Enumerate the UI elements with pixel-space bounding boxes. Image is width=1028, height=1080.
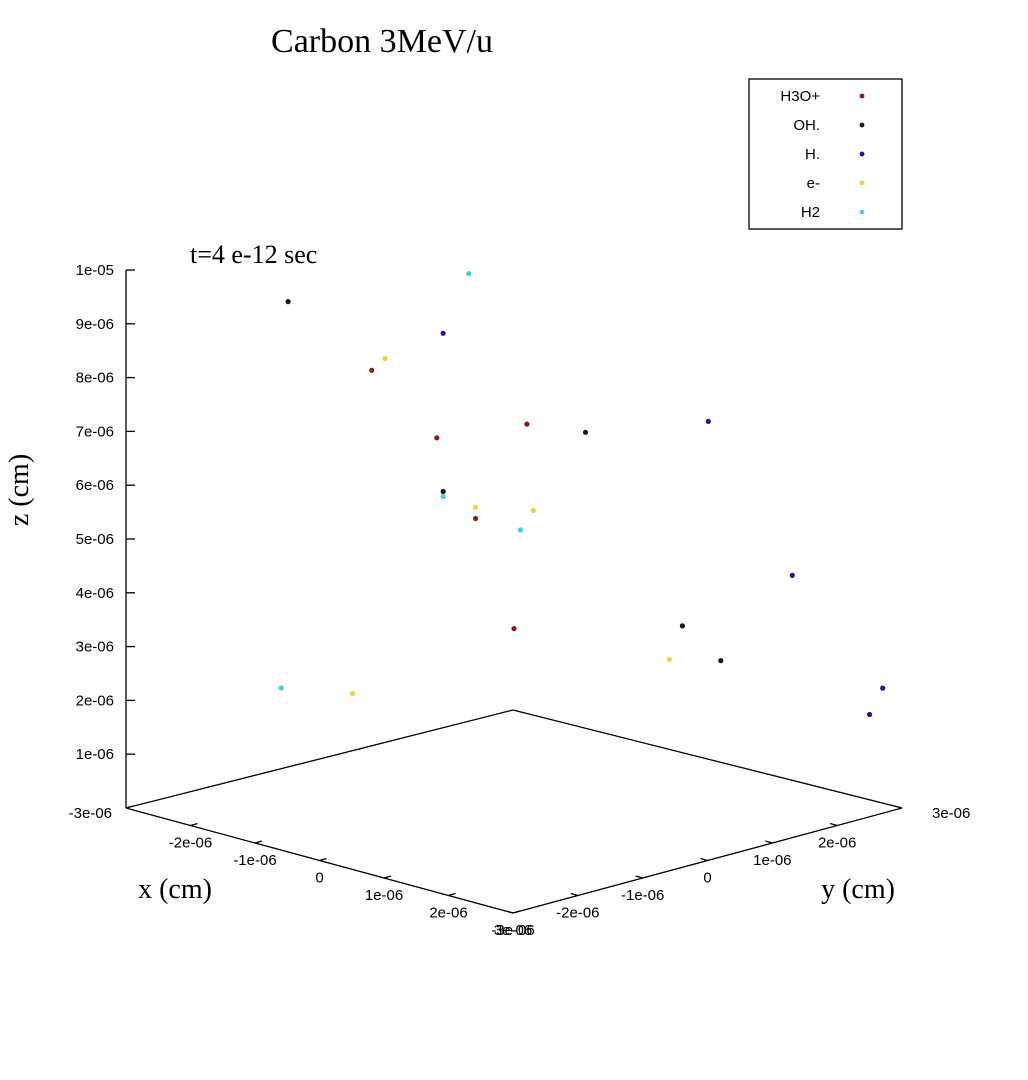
y-tick-label: -2e-06: [556, 905, 599, 922]
z-tick-label: 2e-06: [76, 692, 114, 709]
y-tick-label: 1e-06: [753, 852, 791, 869]
x-tick-label: 0: [315, 870, 323, 887]
data-point: [679, 623, 686, 629]
floor-edge-back-right: [512, 709, 903, 809]
legend-label: H3O+: [780, 88, 820, 105]
z-tick-label: 7e-06: [76, 423, 114, 440]
y-tick-label: -3e-06: [491, 922, 534, 939]
data-point: [530, 507, 537, 513]
data-point: [285, 299, 291, 305]
x-tick-mark: [125, 805, 134, 809]
legend-marker: [859, 122, 865, 128]
data-point: [440, 494, 446, 500]
data-point: [524, 421, 530, 427]
data-point: [789, 572, 795, 579]
y-tick-mark: [570, 892, 579, 897]
data-point: [705, 418, 711, 424]
y-tick-mark: [505, 910, 514, 914]
legend-items: H3O+ OH. H. e- H2: [780, 88, 865, 221]
z-tick-label: 5e-06: [76, 531, 114, 548]
z-tick-label: 6e-06: [76, 477, 114, 494]
x-tick-label: 1e-06: [365, 887, 403, 904]
x-tick-label: 3e-06: [494, 922, 532, 939]
legend-marker: [859, 209, 865, 215]
ticks-layer: 1e-06 2e-06 3e-06 4e-06 5e-06 6e-06 7e-06 8e-06…: [69, 262, 971, 939]
data-point: [718, 658, 724, 664]
y-tick-label: -1e-06: [621, 887, 664, 904]
legend-label: H2: [801, 204, 820, 221]
x-tick-mark: [512, 910, 521, 914]
y-tick-mark: [765, 840, 773, 844]
data-point: [517, 527, 524, 533]
data-point: [472, 504, 479, 511]
x-tick-mark: [383, 875, 392, 879]
axes-frame: [125, 270, 903, 914]
z-tick-label: 8e-06: [76, 370, 114, 387]
data-point: [582, 429, 589, 435]
floor-edge-back-left: [125, 709, 514, 809]
y-axis-label: y (cm): [821, 874, 895, 905]
z-tick-label: 1e-05: [76, 262, 114, 279]
x-tick-label: -2e-06: [169, 835, 212, 852]
data-point: [880, 685, 886, 691]
y-tick-label: 3e-06: [932, 805, 970, 822]
y-tick-label: 2e-06: [818, 835, 856, 852]
chart-title: Carbon 3MeV/u: [271, 23, 493, 60]
data-point: [867, 711, 873, 718]
legend-label: OH.: [793, 117, 820, 134]
data-point: [666, 656, 672, 663]
y-tick-mark: [700, 857, 708, 862]
data-point: [473, 515, 479, 522]
x-tick-label: -3e-06: [69, 805, 112, 822]
legend-label: e-: [807, 175, 820, 192]
x-tick-mark: [319, 857, 327, 862]
y-tick-mark: [635, 875, 643, 879]
z-axis-label: z (cm): [4, 454, 35, 526]
z-tick-label: 3e-06: [76, 639, 114, 656]
y-tick-mark: [829, 822, 838, 827]
data-point: [440, 330, 446, 336]
data-point: [466, 271, 472, 277]
legend-marker: [859, 151, 865, 157]
x-tick-label: 2e-06: [429, 905, 467, 922]
z-tick-label: 9e-06: [76, 316, 114, 333]
data-point: [349, 690, 356, 697]
x-tick-mark: [190, 822, 198, 827]
y-tick-label: 0: [703, 870, 711, 887]
data-point: [434, 435, 440, 441]
data-point: [369, 367, 375, 373]
legend-marker: [859, 180, 865, 186]
x-axis-label: x (cm): [138, 874, 212, 905]
data-point: [440, 488, 446, 495]
x-tick-label: -1e-06: [233, 852, 276, 869]
legend-box: [748, 78, 903, 230]
z-tick-label: 1e-06: [76, 746, 114, 763]
legend: H3O+ OH. H. e- H2: [748, 78, 903, 230]
z-tick-label: 4e-06: [76, 585, 114, 602]
data-point: [278, 685, 284, 691]
x-tick-mark: [254, 840, 263, 844]
time-annotation: t=4 e-12 sec: [190, 240, 317, 269]
x-tick-mark: [448, 892, 456, 897]
legend-marker: [859, 93, 865, 99]
legend-label: H.: [805, 146, 820, 163]
data-point: [511, 626, 517, 632]
data-point: [382, 355, 388, 362]
y-tick-mark: [894, 805, 903, 809]
points-layer: [278, 271, 886, 718]
